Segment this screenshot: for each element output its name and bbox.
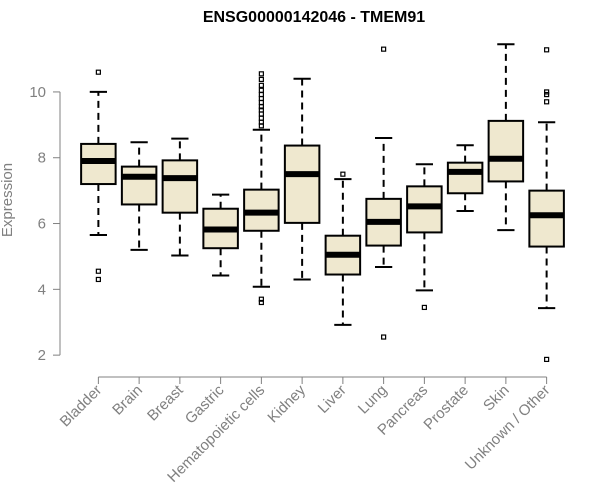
box-gastric (202, 193, 239, 277)
boxes (80, 43, 565, 363)
outlier-point (95, 69, 101, 75)
box-bladder (80, 69, 117, 283)
outlier-point (258, 111, 264, 117)
outlier-point (258, 82, 264, 88)
outlier-point (258, 99, 264, 106)
outlier-point (258, 87, 264, 93)
outlier-point (258, 296, 264, 302)
outlier-point (544, 89, 550, 95)
box-pancreas (406, 163, 443, 311)
x-tick-label: Brain (109, 382, 146, 419)
y-tick-label: 4 (38, 281, 46, 298)
box-iqr (528, 189, 565, 248)
box-brain (120, 141, 158, 251)
y-tick-label: 6 (38, 216, 46, 233)
x-tick-label: Bladder (57, 382, 106, 431)
outlier-point (95, 276, 101, 283)
outlier-point (381, 334, 387, 340)
outlier-point (258, 104, 264, 110)
outlier-point (258, 76, 264, 83)
box-unknown-other (528, 47, 565, 363)
x-tick-label: Breast (144, 381, 187, 424)
x-tick-label: Prostate (420, 382, 472, 434)
outlier-point (544, 47, 550, 53)
box-skin (487, 43, 525, 232)
box-breast (161, 137, 199, 257)
box-lung (365, 46, 402, 340)
box-kidney (283, 77, 321, 281)
box-iqr (161, 159, 199, 214)
box-prostate (446, 144, 484, 213)
y-tick-label: 8 (38, 150, 46, 167)
box-iqr (283, 144, 321, 224)
box-iqr (120, 165, 158, 206)
y-tick-label: 2 (38, 347, 46, 364)
outlier-point (95, 268, 101, 274)
box-liver (324, 171, 362, 326)
y-axis-label: Expression (0, 163, 16, 237)
outlier-point (258, 71, 264, 77)
box-iqr (446, 161, 484, 195)
outlier-point (340, 171, 346, 177)
box-hematopoietic-cells (243, 71, 280, 306)
outlier-point (544, 356, 550, 363)
outlier-point (381, 46, 387, 52)
x-tick-label: Lung (355, 382, 391, 418)
y-axis: 2 4 6 8 10 (29, 84, 61, 364)
outlier-point (258, 299, 264, 306)
box-iqr (487, 119, 525, 183)
outlier-point (544, 91, 550, 98)
x-tick-label: Kidney (264, 381, 309, 426)
chart-title: ENSG00000142046 - TMEM91 (203, 9, 425, 26)
x-tick-label: Skin (480, 382, 513, 415)
outlier-point (544, 99, 550, 105)
outlier-point (421, 304, 427, 311)
outlier-point (258, 123, 264, 129)
y-tick-label: 10 (29, 84, 46, 101)
x-tick-label: Liver (315, 382, 350, 417)
